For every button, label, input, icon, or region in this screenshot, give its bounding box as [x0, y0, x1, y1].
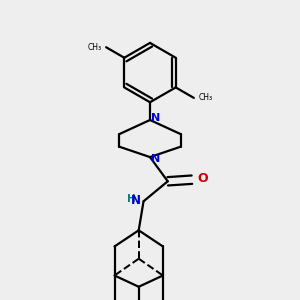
Text: CH₃: CH₃: [88, 43, 102, 52]
Text: CH₃: CH₃: [198, 93, 212, 102]
Text: N: N: [131, 194, 141, 207]
Text: N: N: [151, 113, 160, 123]
Text: O: O: [198, 172, 208, 185]
Text: H: H: [127, 194, 136, 204]
Text: N: N: [151, 154, 160, 164]
